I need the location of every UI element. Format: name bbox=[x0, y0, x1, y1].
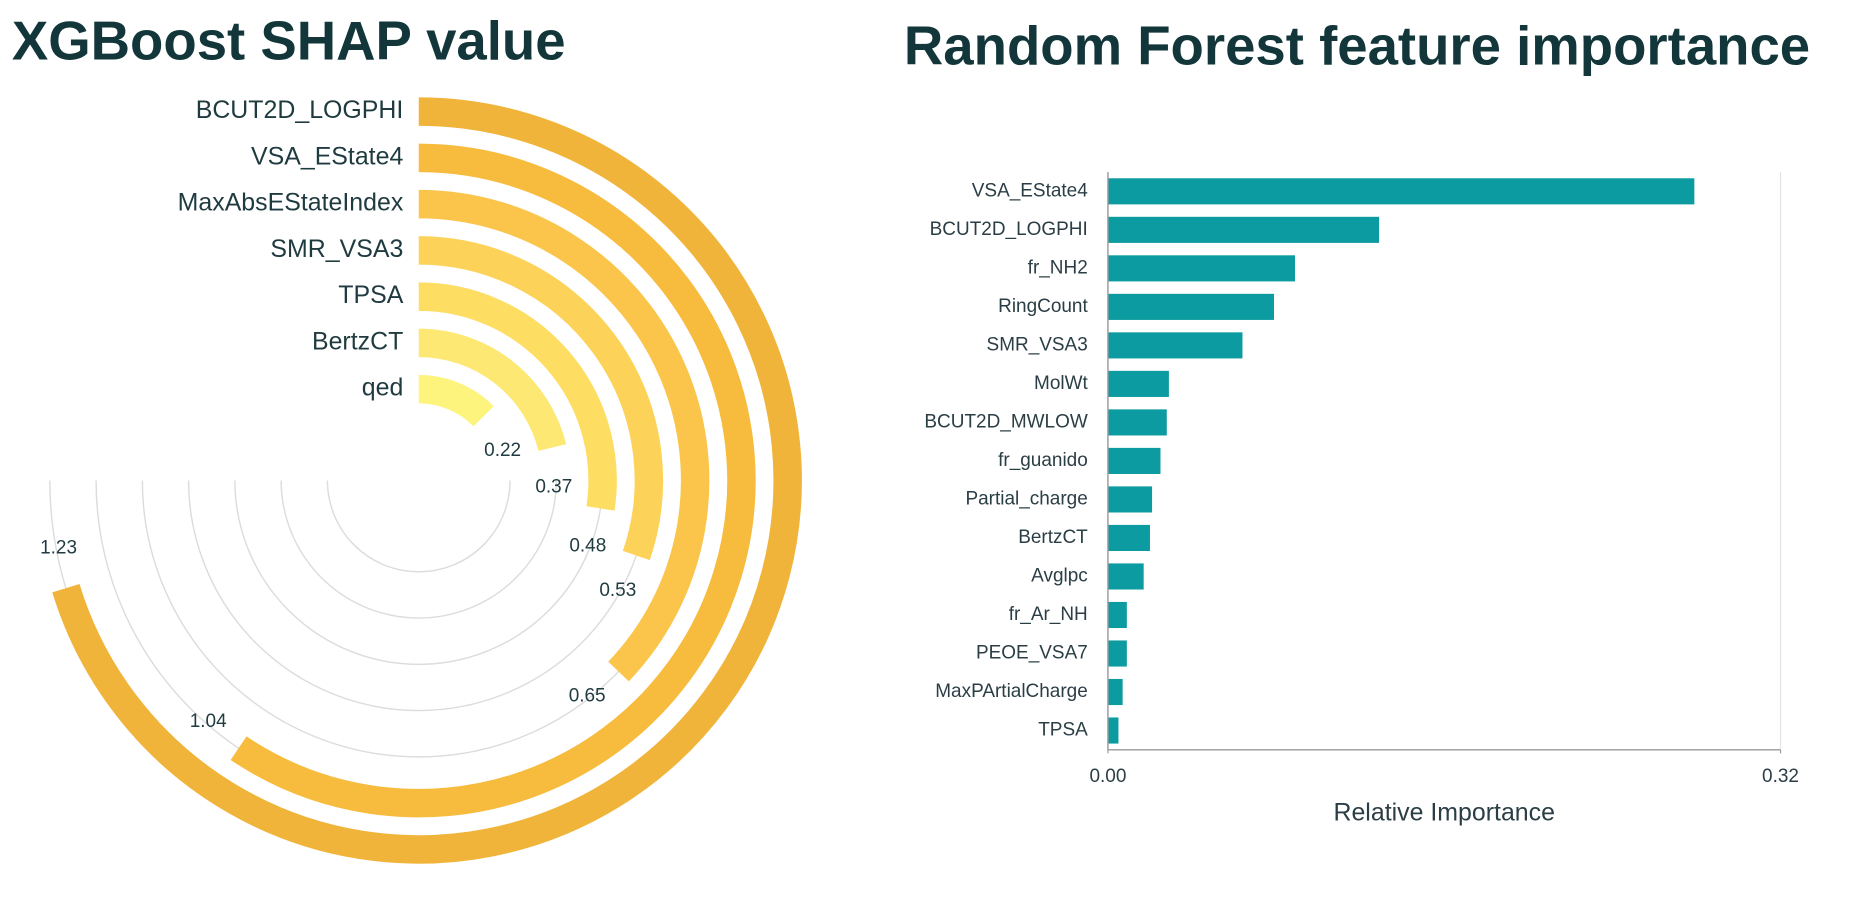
value-label: 0.53 bbox=[599, 580, 636, 601]
bar bbox=[1107, 370, 1169, 397]
y-tick-label: BCUT2D_MWLOW bbox=[924, 411, 1087, 432]
y-tick-label: Avglpc bbox=[1031, 565, 1088, 586]
bar bbox=[1107, 563, 1144, 590]
radial-bar bbox=[418, 374, 494, 427]
bar bbox=[1107, 293, 1274, 320]
x-tick-label: 0.32 bbox=[1762, 766, 1799, 787]
grid-circle bbox=[326, 480, 511, 573]
y-tick-label: fr_guanido bbox=[998, 450, 1088, 471]
y-tick-label: PEOE_VSA7 bbox=[976, 643, 1088, 664]
y-tick-label: fr_Ar_NH bbox=[1009, 604, 1088, 625]
x-tick-label: 0.00 bbox=[1089, 766, 1126, 787]
bar bbox=[1107, 178, 1695, 205]
chart-title: XGBoost SHAP value bbox=[12, 11, 566, 72]
category-label: SMR_VSA3 bbox=[270, 235, 403, 263]
category-label: BertzCT bbox=[312, 327, 403, 355]
bar bbox=[1107, 216, 1380, 243]
value-label: 0.65 bbox=[569, 686, 606, 707]
y-tick-label: fr_NH2 bbox=[1028, 257, 1088, 278]
bar bbox=[1107, 486, 1153, 513]
y-tick-label: RingCount bbox=[998, 296, 1088, 317]
chart-title: Random Forest feature importance bbox=[904, 15, 1810, 76]
bar bbox=[1107, 524, 1150, 552]
bar bbox=[1107, 640, 1127, 667]
grid-circle bbox=[280, 480, 558, 619]
value-label: 0.22 bbox=[484, 440, 521, 461]
bar bbox=[1107, 409, 1167, 436]
radial-bar bbox=[418, 282, 617, 511]
y-tick-label: MaxPArtialCharge bbox=[935, 681, 1088, 702]
y-tick-label: BCUT2D_LOGPHI bbox=[930, 219, 1088, 240]
category-label: TPSA bbox=[338, 281, 403, 309]
bar bbox=[1107, 717, 1119, 744]
category-label: VSA_EState4 bbox=[251, 142, 403, 170]
grid-circle bbox=[187, 480, 650, 712]
radial-bar bbox=[230, 143, 756, 818]
y-tick-label: TPSA bbox=[1038, 720, 1088, 741]
value-label: 1.23 bbox=[40, 538, 77, 559]
y-tick-label: Partial_charge bbox=[965, 488, 1087, 509]
bar bbox=[1107, 601, 1127, 629]
category-label: qed bbox=[362, 374, 404, 402]
x-axis-label: Relative Importance bbox=[1333, 798, 1555, 826]
radial-bar bbox=[418, 236, 664, 561]
bar bbox=[1107, 447, 1161, 474]
y-tick-label: BertzCT bbox=[1018, 527, 1088, 548]
radial-bar bbox=[418, 189, 710, 682]
grid-circle bbox=[234, 480, 604, 666]
radial-bar bbox=[52, 97, 802, 864]
radial-bar bbox=[418, 328, 567, 452]
value-label: 1.04 bbox=[190, 711, 227, 732]
value-label: 0.37 bbox=[535, 476, 572, 497]
y-tick-label: SMR_VSA3 bbox=[987, 334, 1088, 355]
bar bbox=[1107, 678, 1123, 706]
value-label: 0.48 bbox=[569, 535, 606, 556]
category-label: MaxAbsEStateIndex bbox=[178, 189, 404, 217]
y-tick-label: MolWt bbox=[1034, 373, 1088, 394]
category-label: BCUT2D_LOGPHI bbox=[196, 96, 404, 124]
y-tick-label: VSA_EState4 bbox=[972, 180, 1088, 201]
bar bbox=[1107, 255, 1295, 282]
bar bbox=[1107, 332, 1243, 359]
